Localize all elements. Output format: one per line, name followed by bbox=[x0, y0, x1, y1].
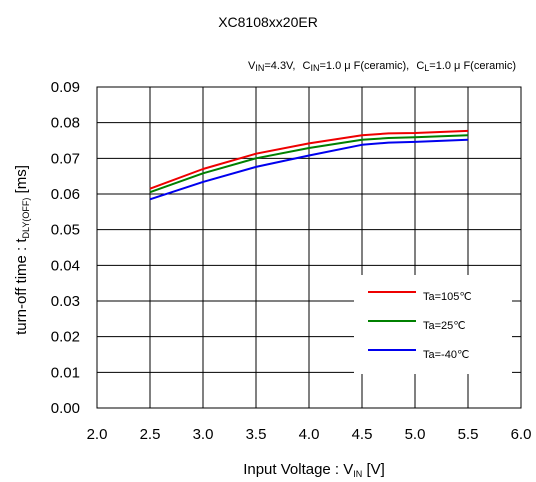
x-tick-labels: 2.0 2.5 3.0 3.5 4.0 4.5 5.0 5.5 6.0 bbox=[87, 426, 532, 443]
test-conditions: VIN=4.3V, CIN=1.0 μ F(ceramic), CL=1.0 μ… bbox=[248, 60, 516, 73]
condition-vin-rest: =4.3V, bbox=[264, 60, 295, 72]
series-line-1 bbox=[149, 134, 469, 194]
condition-vin-sub: IN bbox=[255, 63, 264, 73]
legend-label-1: Ta=25℃ bbox=[423, 320, 466, 332]
x-tick-label: 5.0 bbox=[405, 426, 426, 443]
y-tick-label: 0.03 bbox=[51, 293, 80, 310]
x-tick-label: 4.0 bbox=[299, 426, 320, 443]
x-axis-label-rest: [V] bbox=[362, 461, 385, 478]
y-tick-label: 0.02 bbox=[51, 329, 80, 346]
series-line-2 bbox=[149, 138, 469, 201]
x-axis-label-sub: IN bbox=[353, 469, 362, 479]
y-axis-label-main: turn-off time : t bbox=[13, 238, 30, 335]
x-tick-label: 5.5 bbox=[458, 426, 479, 443]
y-tick-label: 0.08 bbox=[51, 115, 80, 132]
condition-cl-main: C bbox=[416, 60, 424, 72]
y-tick-label: 0.07 bbox=[51, 150, 80, 167]
y-tick-label: 0.04 bbox=[51, 257, 80, 274]
x-tick-label: 4.5 bbox=[352, 426, 373, 443]
plot-frame bbox=[96, 86, 522, 409]
y-tick-label: 0.09 bbox=[51, 79, 80, 96]
x-tick-label: 3.5 bbox=[246, 426, 267, 443]
y-tick-labels: 0.00 0.01 0.02 0.03 0.04 0.05 0.06 0.07 0.08 0.09 bbox=[51, 79, 80, 417]
condition-cin-rest: =1.0 μ F(ceramic), bbox=[319, 60, 409, 72]
x-tick-label: 2.5 bbox=[140, 426, 161, 443]
condition-cl-rest: =1.0 μ F(ceramic) bbox=[429, 60, 516, 72]
y-axis-label-rest: [ms] bbox=[13, 165, 30, 198]
series-line-0 bbox=[149, 129, 469, 190]
condition-cl-sub: L bbox=[424, 63, 429, 73]
y-tick-label: 0.01 bbox=[51, 364, 80, 381]
x-tick-label: 2.0 bbox=[87, 426, 108, 443]
x-axis-label-main: Input Voltage : V bbox=[243, 461, 353, 478]
legend-label-2: Ta=-40℃ bbox=[423, 349, 469, 361]
x-tick-label: 6.0 bbox=[511, 426, 532, 443]
condition-vin-main: V bbox=[248, 60, 256, 72]
y-tick-label: 0.05 bbox=[51, 222, 80, 239]
series-lines bbox=[149, 129, 469, 201]
y-axis-label: turn-off time : tDLY(OFF) [ms] bbox=[13, 165, 31, 335]
y-tick-label: 0.00 bbox=[51, 400, 80, 417]
y-tick-label: 0.06 bbox=[51, 186, 80, 203]
x-axis-label: Input Voltage : VIN [V] bbox=[243, 461, 385, 479]
x-tick-label: 3.0 bbox=[193, 426, 214, 443]
condition-cin-main: C bbox=[303, 60, 311, 72]
legend-entries: Ta=105℃ Ta=25℃ Ta=-40℃ bbox=[368, 291, 472, 361]
legend-label-0: Ta=105℃ bbox=[423, 291, 472, 303]
y-axis-label-sub: DLY(OFF) bbox=[21, 198, 31, 239]
chart-title: XC8108xx20ER bbox=[218, 14, 318, 30]
condition-cin-sub: IN bbox=[310, 63, 319, 73]
